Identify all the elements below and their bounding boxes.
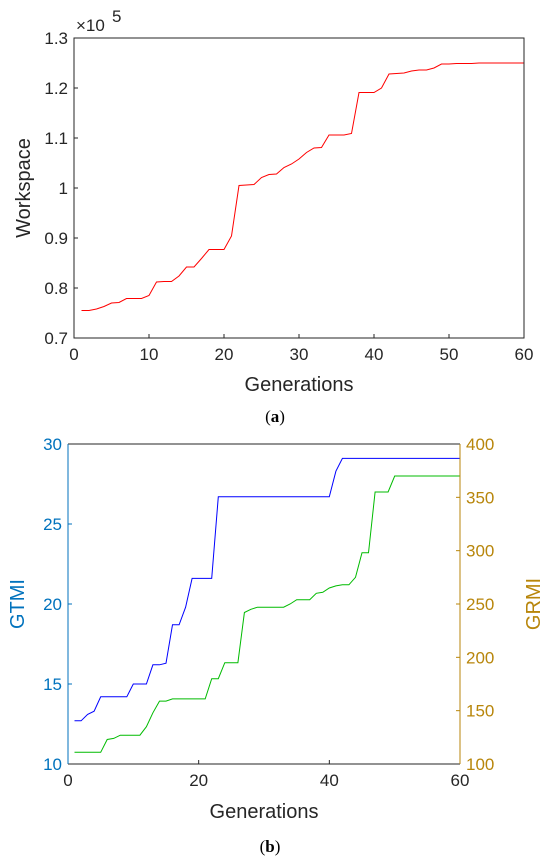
panel-a-x-axis-label: Generations: [245, 374, 354, 396]
panel-b-left-y-axis-label: GTMI: [7, 579, 29, 629]
panel-a-ytick-label: 1.1: [44, 129, 68, 148]
panel-a-ytick-label: 1.2: [44, 79, 68, 98]
panel-b-right-ytick-label: 400: [466, 435, 494, 454]
panel-a-xtick-label: 10: [140, 345, 159, 364]
panel-a-ytick-label: 1.3: [44, 29, 68, 48]
panel-a-plot-frame: [73, 37, 525, 339]
panel-b: 0 20 40 60 10 15 20 25 30 100 150 200 250 300 350 400…: [7, 435, 545, 856]
panel-b-xtick-label: 0: [63, 771, 72, 790]
panel-a-caption: (a): [265, 407, 285, 426]
panel-a-xtick-label: 20: [215, 345, 234, 364]
panel-b-right-y-axis-label: GRMI: [523, 578, 545, 630]
panel-b-xtick-label: 60: [451, 771, 470, 790]
panel-b-right-ytick-label: 250: [466, 595, 494, 614]
grmi-series-line: [74, 475, 460, 753]
panel-b-xtick-label: 20: [189, 771, 208, 790]
panel-b-left-ytick-label: 20: [43, 595, 62, 614]
panel-b-caption: (b): [260, 837, 281, 856]
panel-a-exponent-base: ×10: [76, 16, 105, 35]
panel-b-right-ytick-label: 100: [466, 755, 494, 774]
gtmi-series-line: [74, 457, 460, 722]
panel-a-xtick-label: 40: [365, 345, 384, 364]
panel-b-left-ytick-label: 30: [43, 435, 62, 454]
panel-a-ytick-label: 0.9: [44, 229, 68, 248]
panel-b-x-axis-label: Generations: [210, 801, 319, 823]
panel-b-xtick-label: 40: [320, 771, 339, 790]
panel-a: 0 10 20 30 40 50 60 0.70.80.911.11.21.3 ×10 5 …: [13, 7, 533, 426]
panel-a-exponent-power: 5: [112, 7, 121, 26]
panel-b-left-ytick-label: 25: [43, 515, 62, 534]
panel-a-xtick-label: 30: [290, 345, 309, 364]
panel-a-y-axis-label: Workspace: [13, 138, 35, 238]
panel-a-xtick-label: 50: [440, 345, 459, 364]
panel-b-left-ytick-label: 10: [43, 755, 62, 774]
panel-a-ytick-label: 1: [59, 179, 68, 198]
panel-b-right-ytick-label: 200: [466, 648, 494, 667]
panel-b-right-ytick-label: 300: [466, 542, 494, 561]
panel-b-left-ytick-label: 15: [43, 675, 62, 694]
panel-a-xtick-label: 0: [69, 345, 78, 364]
workspace-series-line: [81, 62, 524, 311]
panel-a-ytick-label: 0.8: [44, 279, 68, 298]
panel-b-right-ytick-label: 150: [466, 702, 494, 721]
panel-b-right-ytick-label: 350: [466, 488, 494, 507]
panel-a-xtick-label: 60: [515, 345, 534, 364]
panel-a-ytick-label: 0.7: [44, 329, 68, 348]
